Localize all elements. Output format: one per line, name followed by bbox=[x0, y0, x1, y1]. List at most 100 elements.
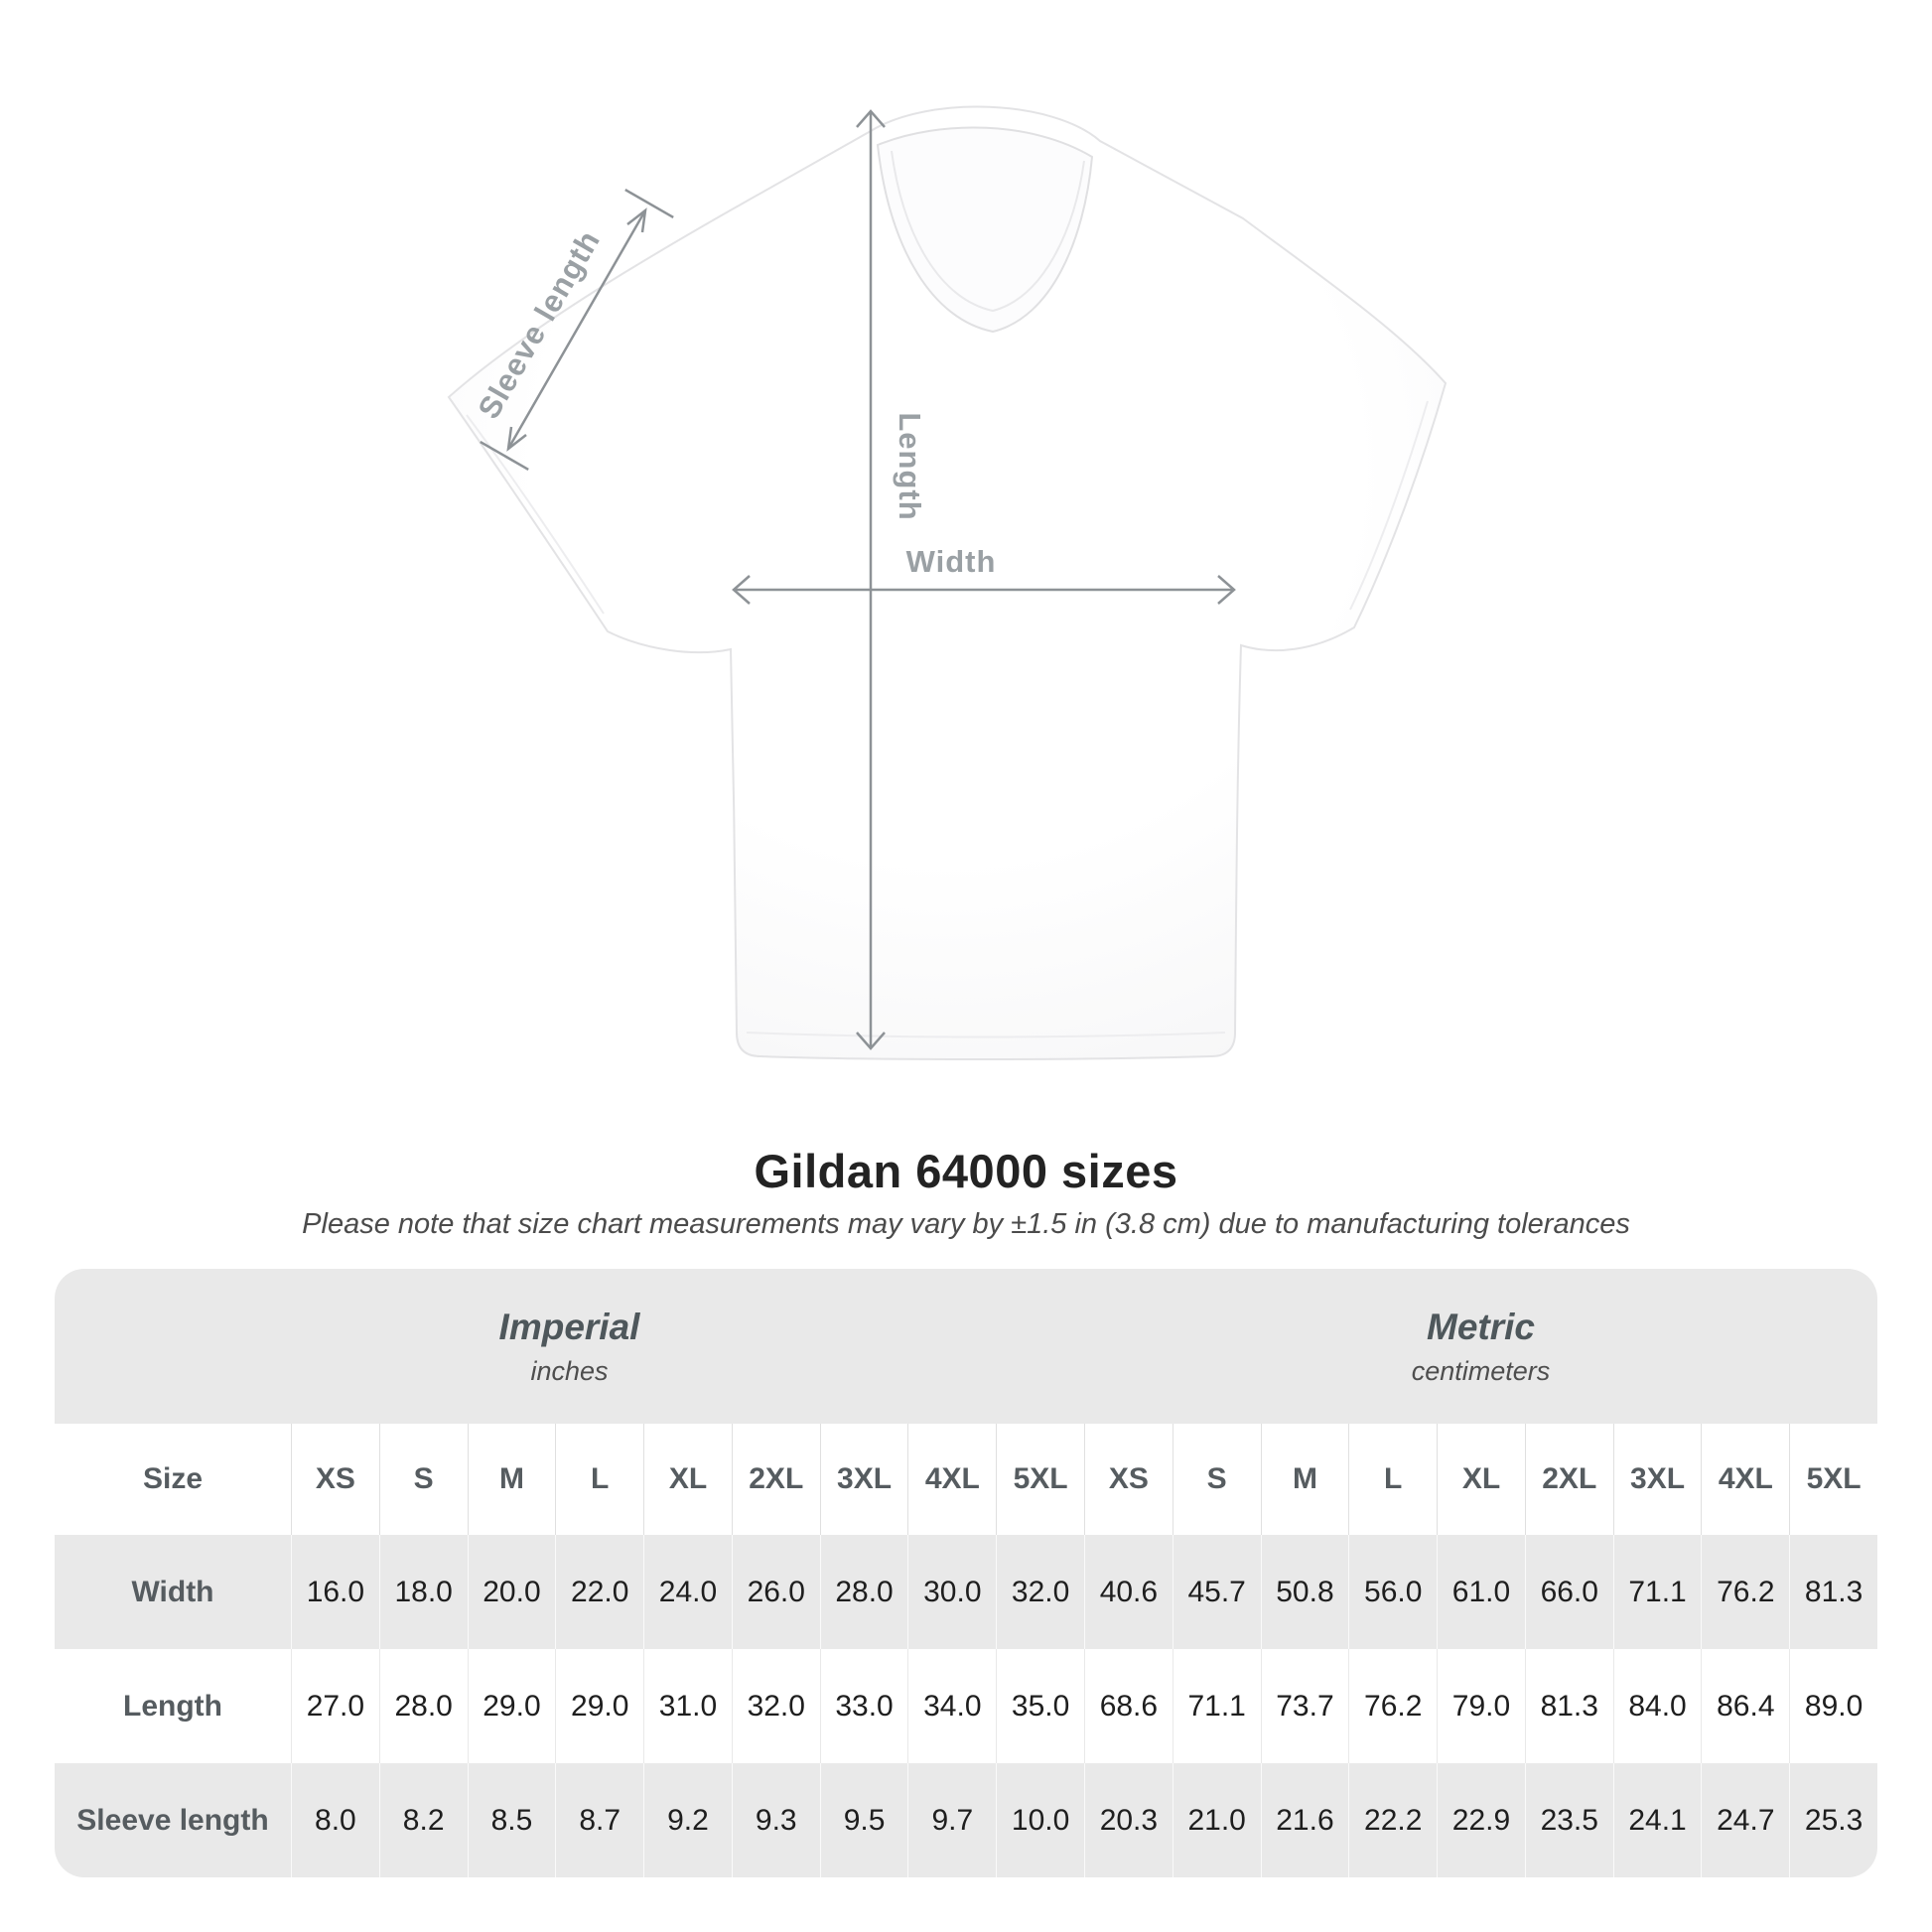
size-column-header: 4XL bbox=[1701, 1424, 1789, 1535]
measurement-row-label: Length bbox=[123, 1689, 222, 1723]
measurement-value: 29.0 bbox=[555, 1649, 643, 1763]
measurement-value: 24.0 bbox=[643, 1535, 732, 1649]
imperial-unit-group: Imperial inches bbox=[55, 1269, 1084, 1424]
imperial-label: Imperial bbox=[498, 1306, 640, 1347]
measurement-value: 68.6 bbox=[1084, 1649, 1173, 1763]
measurement-value: 35.0 bbox=[996, 1649, 1084, 1763]
size-column-header: XL bbox=[643, 1424, 732, 1535]
unit-header-row: Imperial inches Metric centimeters bbox=[55, 1269, 1877, 1424]
measurement-value: 24.1 bbox=[1612, 1763, 1702, 1877]
measurement-value: 8.2 bbox=[378, 1763, 468, 1877]
measurement-value: 89.0 bbox=[1789, 1649, 1877, 1763]
measurement-value: 22.2 bbox=[1348, 1763, 1437, 1877]
measurement-value: 66.0 bbox=[1524, 1535, 1613, 1649]
measurement-value: 20.3 bbox=[1084, 1763, 1173, 1877]
measurement-value: 56.0 bbox=[1348, 1535, 1437, 1649]
size-column-header: 3XL bbox=[1612, 1424, 1702, 1535]
measurement-value: 20.0 bbox=[467, 1535, 556, 1649]
measurement-value: 23.5 bbox=[1524, 1763, 1613, 1877]
width-arrow bbox=[732, 575, 1236, 605]
measurement-value: 71.1 bbox=[1172, 1649, 1261, 1763]
size-column-header: S bbox=[1172, 1424, 1261, 1535]
measurement-value: 76.2 bbox=[1348, 1649, 1437, 1763]
size-corner-header: Size bbox=[142, 1462, 204, 1495]
measurement-value: 10.0 bbox=[996, 1763, 1084, 1877]
measurement-value: 34.0 bbox=[907, 1649, 996, 1763]
metric-unit-group: Metric centimeters bbox=[1084, 1269, 1877, 1424]
size-column-header: L bbox=[555, 1424, 643, 1535]
measurement-value: 21.6 bbox=[1260, 1763, 1349, 1877]
measurement-value: 28.0 bbox=[378, 1649, 468, 1763]
measurement-value: 8.5 bbox=[467, 1763, 556, 1877]
size-column-header: XL bbox=[1437, 1424, 1525, 1535]
measurement-value: 33.0 bbox=[819, 1649, 908, 1763]
metric-label: Metric bbox=[1427, 1306, 1535, 1347]
measurement-value: 18.0 bbox=[378, 1535, 468, 1649]
size-header-row: Size XS S M L XL 2XL 3XL 4XL 5XL XS S M L XL 2XL 3XL 4XL… bbox=[55, 1424, 1877, 1535]
measurement-value: 30.0 bbox=[907, 1535, 996, 1649]
measurement-value: 16.0 bbox=[291, 1535, 379, 1649]
measurement-value: 61.0 bbox=[1437, 1535, 1525, 1649]
page-title: Gildan 64000 sizes bbox=[754, 1145, 1178, 1197]
measurement-value: 24.7 bbox=[1701, 1763, 1789, 1877]
measurement-value: 81.3 bbox=[1789, 1535, 1877, 1649]
measurement-value: 9.5 bbox=[819, 1763, 908, 1877]
metric-unit-label: centimeters bbox=[1411, 1355, 1551, 1386]
size-column-header: 5XL bbox=[1789, 1424, 1877, 1535]
measurement-value: 8.0 bbox=[291, 1763, 379, 1877]
measurement-value: 25.3 bbox=[1789, 1763, 1877, 1877]
size-column-header: 5XL bbox=[996, 1424, 1084, 1535]
measurement-value: 32.0 bbox=[731, 1649, 820, 1763]
measurement-value: 31.0 bbox=[643, 1649, 732, 1763]
measurement-value: 29.0 bbox=[467, 1649, 556, 1763]
tshirt-left-sleeve-hem bbox=[466, 414, 605, 615]
length-label: Length bbox=[893, 412, 927, 520]
measurement-value: 40.6 bbox=[1084, 1535, 1173, 1649]
table-row-width: Width 16.0 18.0 20.0 22.0 24.0 26.0 28.0 30.0 32.… bbox=[55, 1535, 1877, 1649]
table-row-sleeve-length: Sleeve length 8.0 8.2 8.5 8.7 9.2 9.3 9.5 9.7 10.… bbox=[55, 1763, 1877, 1877]
size-column-header: 2XL bbox=[1524, 1424, 1613, 1535]
measurement-value: 21.0 bbox=[1172, 1763, 1261, 1877]
measurement-value: 27.0 bbox=[291, 1649, 379, 1763]
tshirt-bottom-hem-stitch bbox=[746, 1032, 1226, 1038]
width-label: Width bbox=[906, 544, 997, 579]
size-column-header: M bbox=[1260, 1424, 1349, 1535]
tshirt-right-sleeve-hem bbox=[1349, 400, 1429, 611]
measurement-value: 71.1 bbox=[1612, 1535, 1702, 1649]
measurement-value: 79.0 bbox=[1437, 1649, 1525, 1763]
measurement-value: 86.4 bbox=[1701, 1649, 1789, 1763]
measurement-value: 50.8 bbox=[1260, 1535, 1349, 1649]
tshirt-diagram-svg: Sleeve length Length Width bbox=[447, 105, 1448, 1060]
measurement-value: 9.7 bbox=[907, 1763, 996, 1877]
tshirt-illustration bbox=[447, 105, 1448, 1060]
measurement-value: 26.0 bbox=[731, 1535, 820, 1649]
measurement-value: 73.7 bbox=[1260, 1649, 1349, 1763]
length-arrow bbox=[856, 109, 886, 1050]
measurement-value: 81.3 bbox=[1524, 1649, 1613, 1763]
tshirt-collar-rib bbox=[891, 150, 1085, 313]
measurement-value: 9.3 bbox=[731, 1763, 820, 1877]
measurement-value: 22.9 bbox=[1437, 1763, 1525, 1877]
measurement-value: 22.0 bbox=[555, 1535, 643, 1649]
size-column-header: L bbox=[1348, 1424, 1437, 1535]
measurement-value: 9.2 bbox=[643, 1763, 732, 1877]
size-column-header: 3XL bbox=[819, 1424, 908, 1535]
tshirt-diagram: Sleeve length Length Width bbox=[447, 105, 1448, 1060]
sleeve-length-arrow bbox=[480, 189, 674, 471]
tshirt-body bbox=[447, 105, 1448, 1060]
size-column-header: XS bbox=[291, 1424, 379, 1535]
measurement-lines bbox=[480, 109, 1236, 1050]
imperial-unit-label: inches bbox=[530, 1355, 609, 1386]
size-column-header: 4XL bbox=[907, 1424, 996, 1535]
measurement-row-label: Sleeve length bbox=[76, 1803, 269, 1837]
size-table: Imperial inches Metric centimeters Size … bbox=[55, 1269, 1877, 1877]
measurement-value: 76.2 bbox=[1701, 1535, 1789, 1649]
size-column-header: S bbox=[378, 1424, 468, 1535]
size-column-header: 2XL bbox=[731, 1424, 820, 1535]
measurement-row-label: Width bbox=[131, 1575, 214, 1608]
measurement-value: 32.0 bbox=[996, 1535, 1084, 1649]
measurement-value: 84.0 bbox=[1612, 1649, 1702, 1763]
measurement-value: 28.0 bbox=[819, 1535, 908, 1649]
measurement-value: 8.7 bbox=[555, 1763, 643, 1877]
